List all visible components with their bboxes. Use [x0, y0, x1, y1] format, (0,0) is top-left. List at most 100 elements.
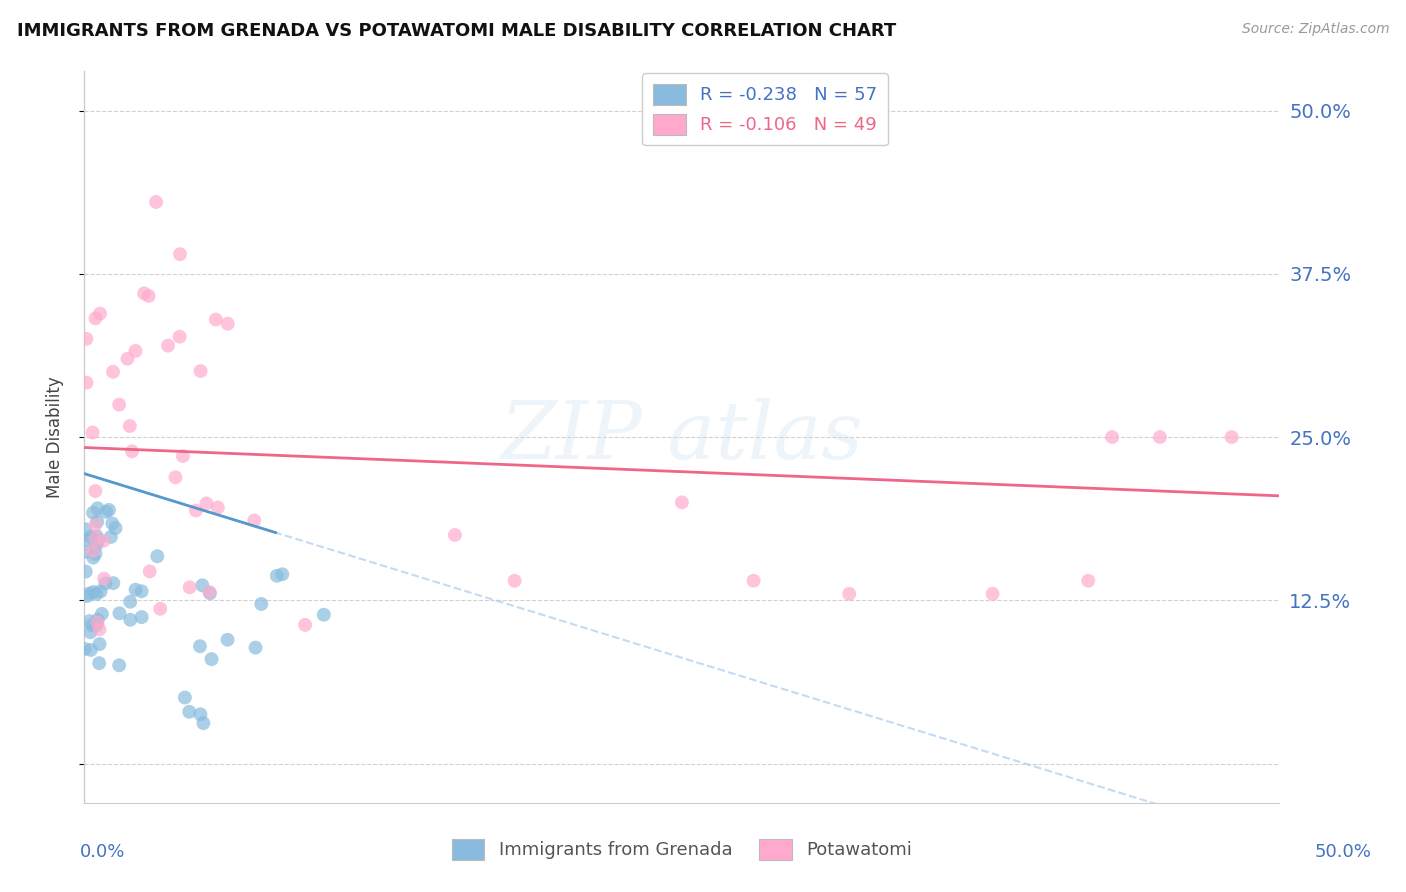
Point: [671, 495, 693, 509]
Point: [157, 339, 180, 353]
Point: [94, 505, 117, 519]
Point: [174, 690, 197, 705]
Point: [981, 587, 1004, 601]
Point: [1220, 430, 1243, 444]
Point: [145, 194, 167, 209]
Point: [84, 483, 107, 498]
Point: [146, 549, 169, 564]
Point: [84, 532, 107, 546]
Point: [84, 547, 107, 561]
Point: [83, 585, 105, 599]
Point: [191, 578, 214, 592]
Point: [266, 569, 288, 583]
Point: [73, 642, 96, 657]
Point: [80, 643, 103, 657]
Point: [86, 613, 108, 627]
Point: [89, 623, 111, 637]
Y-axis label: Male Disability: Male Disability: [45, 376, 63, 498]
Point: [271, 567, 294, 582]
Point: [87, 533, 110, 548]
Point: [108, 398, 131, 412]
Point: [79, 614, 101, 628]
Point: [188, 639, 211, 653]
Point: [79, 530, 101, 544]
Point: [503, 574, 526, 588]
Point: [195, 496, 218, 510]
Point: [86, 515, 108, 529]
Point: [193, 716, 215, 731]
Point: [120, 613, 142, 627]
Point: [90, 607, 112, 621]
Point: [124, 582, 146, 597]
Point: [93, 572, 115, 586]
Point: [294, 618, 316, 632]
Text: 0.0%: 0.0%: [80, 843, 125, 861]
Text: IMMIGRANTS FROM GRENADA VS POTAWATOMI MALE DISABILITY CORRELATION CHART: IMMIGRANTS FROM GRENADA VS POTAWATOMI MA…: [17, 22, 896, 40]
Point: [131, 610, 153, 624]
Point: [100, 530, 122, 544]
Point: [250, 597, 273, 611]
Point: [104, 521, 127, 535]
Point: [172, 449, 194, 463]
Point: [93, 533, 115, 548]
Point: [82, 506, 104, 520]
Point: [94, 576, 117, 591]
Point: [444, 528, 467, 542]
Point: [84, 539, 107, 553]
Point: [108, 658, 131, 673]
Point: [77, 533, 100, 547]
Point: [190, 364, 212, 378]
Point: [149, 601, 172, 615]
Point: [86, 501, 108, 516]
Point: [79, 625, 101, 640]
Point: [80, 618, 103, 632]
Point: [117, 351, 139, 366]
Point: [124, 343, 146, 358]
Point: [84, 311, 107, 326]
Point: [89, 656, 111, 670]
Point: [89, 637, 111, 651]
Point: [217, 632, 239, 647]
Point: [90, 584, 112, 599]
Point: [190, 707, 212, 722]
Point: [245, 640, 267, 655]
Point: [1101, 430, 1123, 444]
Point: [179, 705, 201, 719]
Point: [89, 307, 111, 321]
Point: [82, 425, 104, 440]
Point: [132, 286, 156, 301]
Point: [184, 503, 207, 517]
Point: [198, 585, 221, 599]
Point: [75, 332, 97, 346]
Point: [200, 652, 222, 666]
Point: [77, 586, 100, 600]
Point: [118, 419, 141, 434]
Point: [198, 586, 221, 600]
Point: [108, 607, 131, 621]
Point: [138, 565, 160, 579]
Point: [742, 574, 765, 588]
Point: [179, 580, 201, 594]
Point: [97, 503, 120, 517]
Point: [1077, 574, 1099, 588]
Point: [121, 444, 143, 458]
Point: [120, 595, 142, 609]
Point: [205, 312, 228, 326]
Point: [76, 376, 98, 390]
Point: [82, 544, 104, 558]
Point: [217, 317, 239, 331]
Point: [84, 518, 107, 533]
Point: [75, 522, 97, 536]
Point: [86, 587, 108, 601]
Point: [169, 329, 191, 343]
Point: [101, 516, 124, 531]
Legend: Immigrants from Grenada, Potawatomi: Immigrants from Grenada, Potawatomi: [444, 831, 920, 867]
Point: [312, 607, 335, 622]
Text: 50.0%: 50.0%: [1315, 843, 1371, 861]
Point: [207, 500, 229, 515]
Point: [169, 247, 191, 261]
Point: [75, 565, 97, 579]
Point: [86, 615, 108, 630]
Point: [838, 587, 860, 601]
Point: [75, 545, 97, 559]
